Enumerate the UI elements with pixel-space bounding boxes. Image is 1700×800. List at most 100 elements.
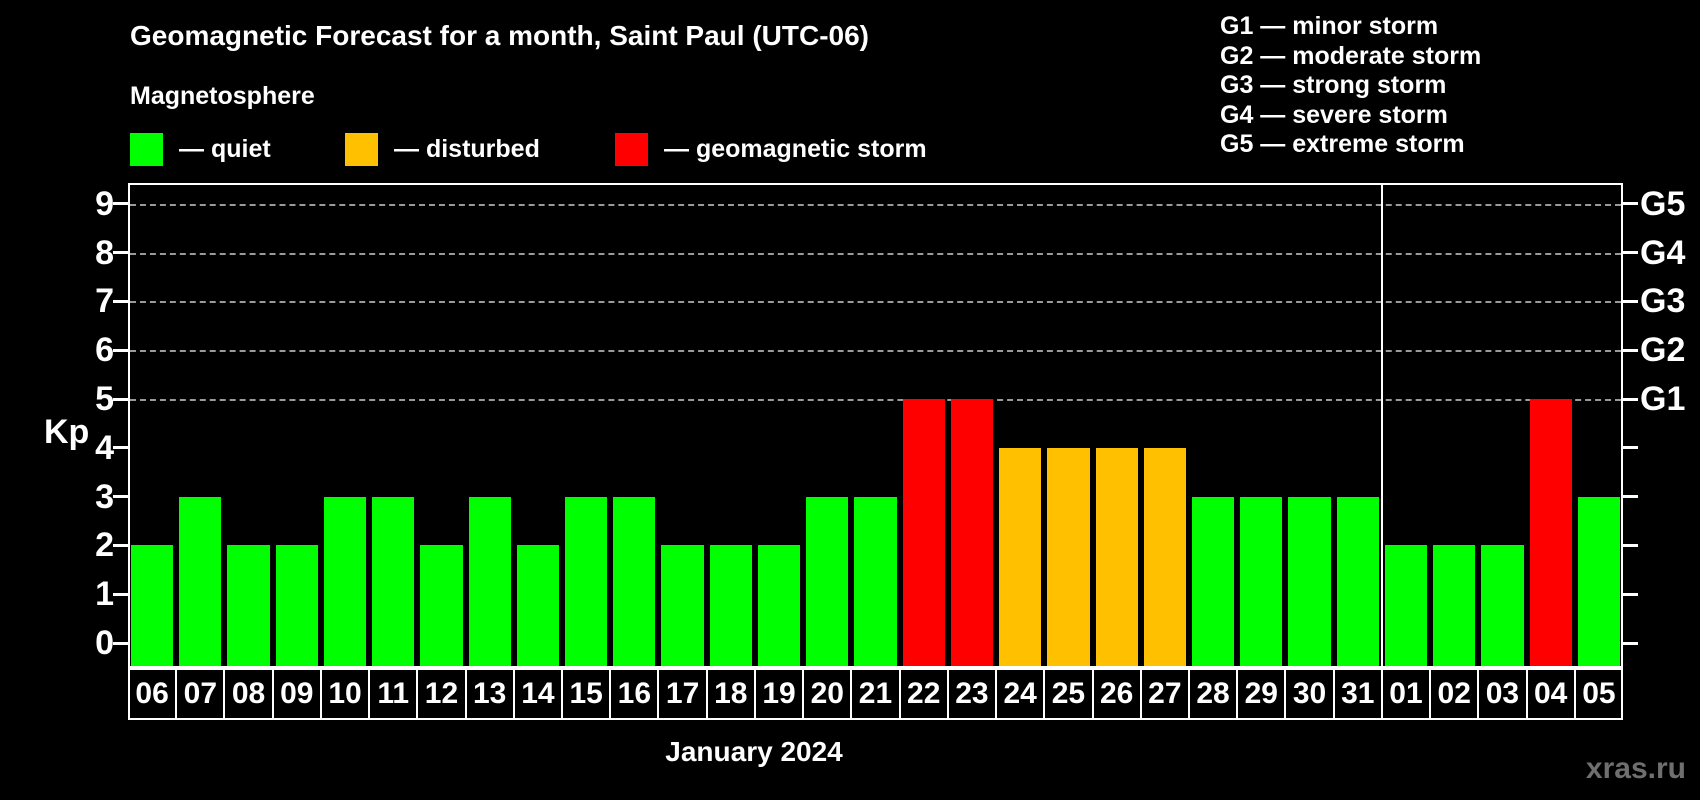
y-axis-tick-label: 8 [95, 233, 114, 272]
y-axis-tick [113, 299, 128, 303]
day-label: 13 [473, 677, 507, 710]
y-axis-tick [113, 495, 128, 499]
kp-bar [227, 545, 270, 666]
day-label: 26 [1099, 677, 1134, 710]
day-label: 30 [1292, 677, 1327, 710]
day-cell-divider [319, 670, 322, 718]
day-label: 11 [377, 677, 410, 710]
gridline-kp6 [130, 350, 1621, 353]
g-scale-tick-label: G5 [1640, 184, 1686, 223]
day-cell-divider [561, 670, 564, 718]
disturbed-color-swatch [345, 132, 378, 166]
plot-area [128, 183, 1623, 668]
g-scale-tick-label: G4 [1640, 233, 1686, 272]
right-axis-tick [1623, 641, 1638, 645]
right-axis-tick [1623, 592, 1638, 596]
y-axis-tick [113, 641, 128, 645]
day-cell-divider [1139, 670, 1142, 718]
legend-dash: — [179, 134, 204, 163]
kp-bar [1529, 399, 1572, 666]
day-label: 25 [1051, 677, 1086, 710]
g-scale-tick-label: G3 [1640, 282, 1686, 321]
kp-bar [420, 545, 463, 666]
day-label: 14 [521, 677, 555, 710]
day-cell-divider [1525, 670, 1528, 718]
y-axis-tick [113, 397, 128, 401]
day-cell-divider [1043, 670, 1046, 718]
g-legend-row: G1 — minor storm [1220, 12, 1439, 40]
kp-bar [1191, 496, 1235, 666]
day-cell-divider [512, 670, 515, 718]
day-label: 28 [1196, 677, 1230, 710]
kp-bar [1288, 496, 1331, 666]
y-axis-tick-label: 1 [95, 575, 114, 614]
kp-bar [1336, 496, 1379, 666]
day-cell-divider [1332, 670, 1335, 718]
x-axis-day-row: 06 07 08 09 10 11 12 13 14 15 16 17 18 19 20 21 22 23 24 25… [128, 668, 1623, 720]
day-cell-divider [223, 670, 226, 718]
day-label: 01 [1389, 677, 1423, 710]
day-label: 27 [1148, 677, 1182, 710]
day-cell-divider [802, 670, 805, 718]
kp-bar [1047, 447, 1090, 666]
day-label: 04 [1533, 677, 1568, 710]
day-label: 08 [231, 677, 266, 710]
day-label: 07 [183, 677, 218, 710]
day-label: 29 [1244, 677, 1278, 710]
gridline-kp7 [130, 301, 1621, 304]
kp-bar [1577, 496, 1620, 666]
legend-label: geomagnetic storm [695, 134, 927, 163]
legend-dash: — [664, 134, 689, 163]
day-cell-divider [1284, 670, 1287, 718]
y-axis-tick [113, 202, 128, 206]
day-label: 03 [1485, 677, 1520, 710]
day-label: 12 [424, 677, 459, 710]
day-cell-divider [1236, 670, 1239, 718]
day-label: 18 [714, 677, 748, 710]
right-axis-tick [1623, 202, 1638, 206]
day-label: 15 [569, 677, 603, 710]
day-cell-divider [464, 670, 467, 718]
day-label: 23 [955, 677, 989, 710]
day-cell-divider [175, 670, 178, 718]
day-label: 19 [762, 677, 796, 710]
y-axis-tick [113, 543, 128, 547]
kp-bar [1433, 545, 1476, 666]
quiet-color-swatch [130, 132, 163, 166]
day-label: 02 [1437, 677, 1471, 710]
kp-bar [565, 496, 608, 666]
day-label: 22 [907, 677, 941, 710]
legend-dash: — [394, 134, 419, 163]
gridline-kp8 [130, 252, 1621, 255]
y-axis-tick-label: 0 [95, 624, 114, 662]
day-cell-divider [1187, 670, 1190, 718]
kp-bar [806, 496, 849, 666]
day-label: 06 [135, 677, 169, 710]
day-label: 05 [1582, 677, 1616, 710]
day-label: 24 [1003, 677, 1037, 710]
storm-color-swatch [615, 132, 648, 166]
g-legend-row: G2 — moderate storm [1220, 41, 1482, 70]
kp-bar [613, 496, 656, 666]
day-cell-divider [368, 670, 371, 718]
kp-bar [275, 545, 318, 666]
kp-bar [854, 496, 897, 666]
y-axis-tick-label: 4 [95, 428, 114, 467]
day-cell-divider [850, 670, 853, 718]
g-scale-tick-label: G2 [1640, 331, 1686, 370]
y-axis-tick [113, 446, 128, 450]
day-cell-divider [271, 670, 274, 718]
g-scale-legend: G1 — minor storm G2 — moderate storm G3 … [1220, 12, 1481, 160]
kp-bar [1384, 545, 1428, 666]
day-cell-divider [753, 670, 756, 718]
y-axis-tick-label: 6 [95, 331, 114, 370]
day-label: 09 [280, 677, 314, 710]
day-cell-divider [1429, 670, 1432, 718]
legend-item-quiet: — quiet [130, 131, 271, 167]
day-label: 20 [810, 677, 844, 710]
day-cell-divider [1380, 670, 1383, 718]
day-cell-divider [1573, 670, 1576, 718]
legend-item-storm: — geomagnetic storm [615, 131, 927, 167]
g-legend-row: G3 — strong storm [1220, 71, 1447, 99]
legend-item-disturbed: — disturbed [345, 131, 540, 167]
